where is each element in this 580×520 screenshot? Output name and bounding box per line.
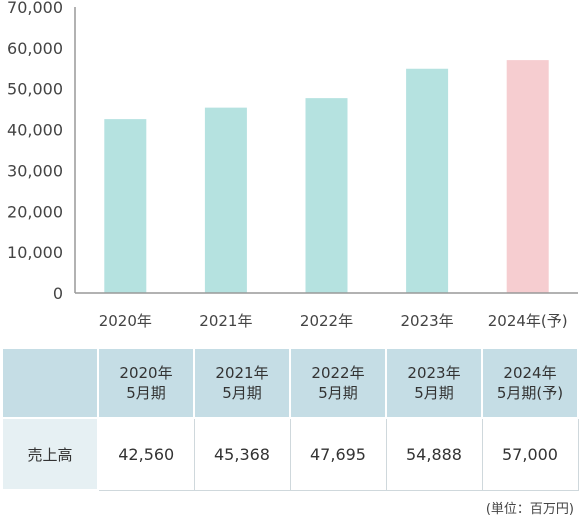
cell-sales-2024: 57,000 [481,417,579,491]
header-year: 2023年 [407,364,461,382]
header-period: 5月期 [318,384,358,402]
cell-sales-2023: 54,888 [385,417,483,491]
bar-5 [506,60,549,293]
y-tick-label: 40,000 [7,121,63,140]
header-period: 5月期(予) [496,384,564,402]
cell-sales-2021: 45,368 [193,417,291,491]
x-axis-tick-labels: 2020年 2021年 2022年 2023年 2024年(予) [99,312,568,330]
header-period: 5月期 [222,384,262,402]
header-year: 2024年 [503,364,557,382]
cell-sales-2020: 42,560 [97,417,195,491]
y-tick-label: 50,000 [7,80,63,99]
y-tick-label: 0 [53,284,63,303]
y-tick-label: 30,000 [7,161,63,180]
table-header-2021: 2021年 5月期 [193,347,291,419]
bar-1 [104,119,147,293]
table-header-2020: 2020年 5月期 [97,347,195,419]
bar-3 [305,98,348,293]
table-row-sales: 売上高 42,560 45,368 47,695 54,888 57,000 [1,417,579,491]
row-label-sales: 売上高 [1,417,99,491]
x-tick-label: 2022年 [300,312,353,330]
table-header-2023: 2023年 5月期 [385,347,483,419]
x-tick-label: 2024年(予) [488,312,568,330]
unit-note: (単位：百万円) [485,502,574,517]
sales-table: 2020年 5月期 2021年 5月期 2022年 5月期 2023年 5月期 … [1,347,579,491]
y-tick-label: 60,000 [7,39,63,58]
cell-sales-2022: 47,695 [289,417,387,491]
bar-4 [406,68,449,293]
header-year: 2020年 [119,364,173,382]
y-tick-label: 70,000 [7,0,63,17]
bars [104,60,549,293]
table-header-row: 2020年 5月期 2021年 5月期 2022年 5月期 2023年 5月期 … [1,347,579,419]
table-header-empty [1,347,99,419]
table-header-2024: 2024年 5月期(予) [481,347,579,419]
x-tick-label: 2020年 [99,312,152,330]
bar-2 [204,107,247,293]
header-period: 5月期 [414,384,454,402]
sales-bar-chart: 0 10,000 20,000 30,000 40,000 50,000 60,000 70,… [7,0,578,330]
y-tick-label: 10,000 [7,243,63,262]
x-tick-label: 2021年 [199,312,252,330]
header-period: 5月期 [126,384,166,402]
y-axis-tick-labels: 0 10,000 20,000 30,000 40,000 50,000 60,000 70,… [7,0,63,303]
x-tick-label: 2023年 [401,312,454,330]
table-header-2022: 2022年 5月期 [289,347,387,419]
y-tick-label: 20,000 [7,202,63,221]
header-year: 2022年 [311,364,365,382]
header-year: 2021年 [215,364,269,382]
